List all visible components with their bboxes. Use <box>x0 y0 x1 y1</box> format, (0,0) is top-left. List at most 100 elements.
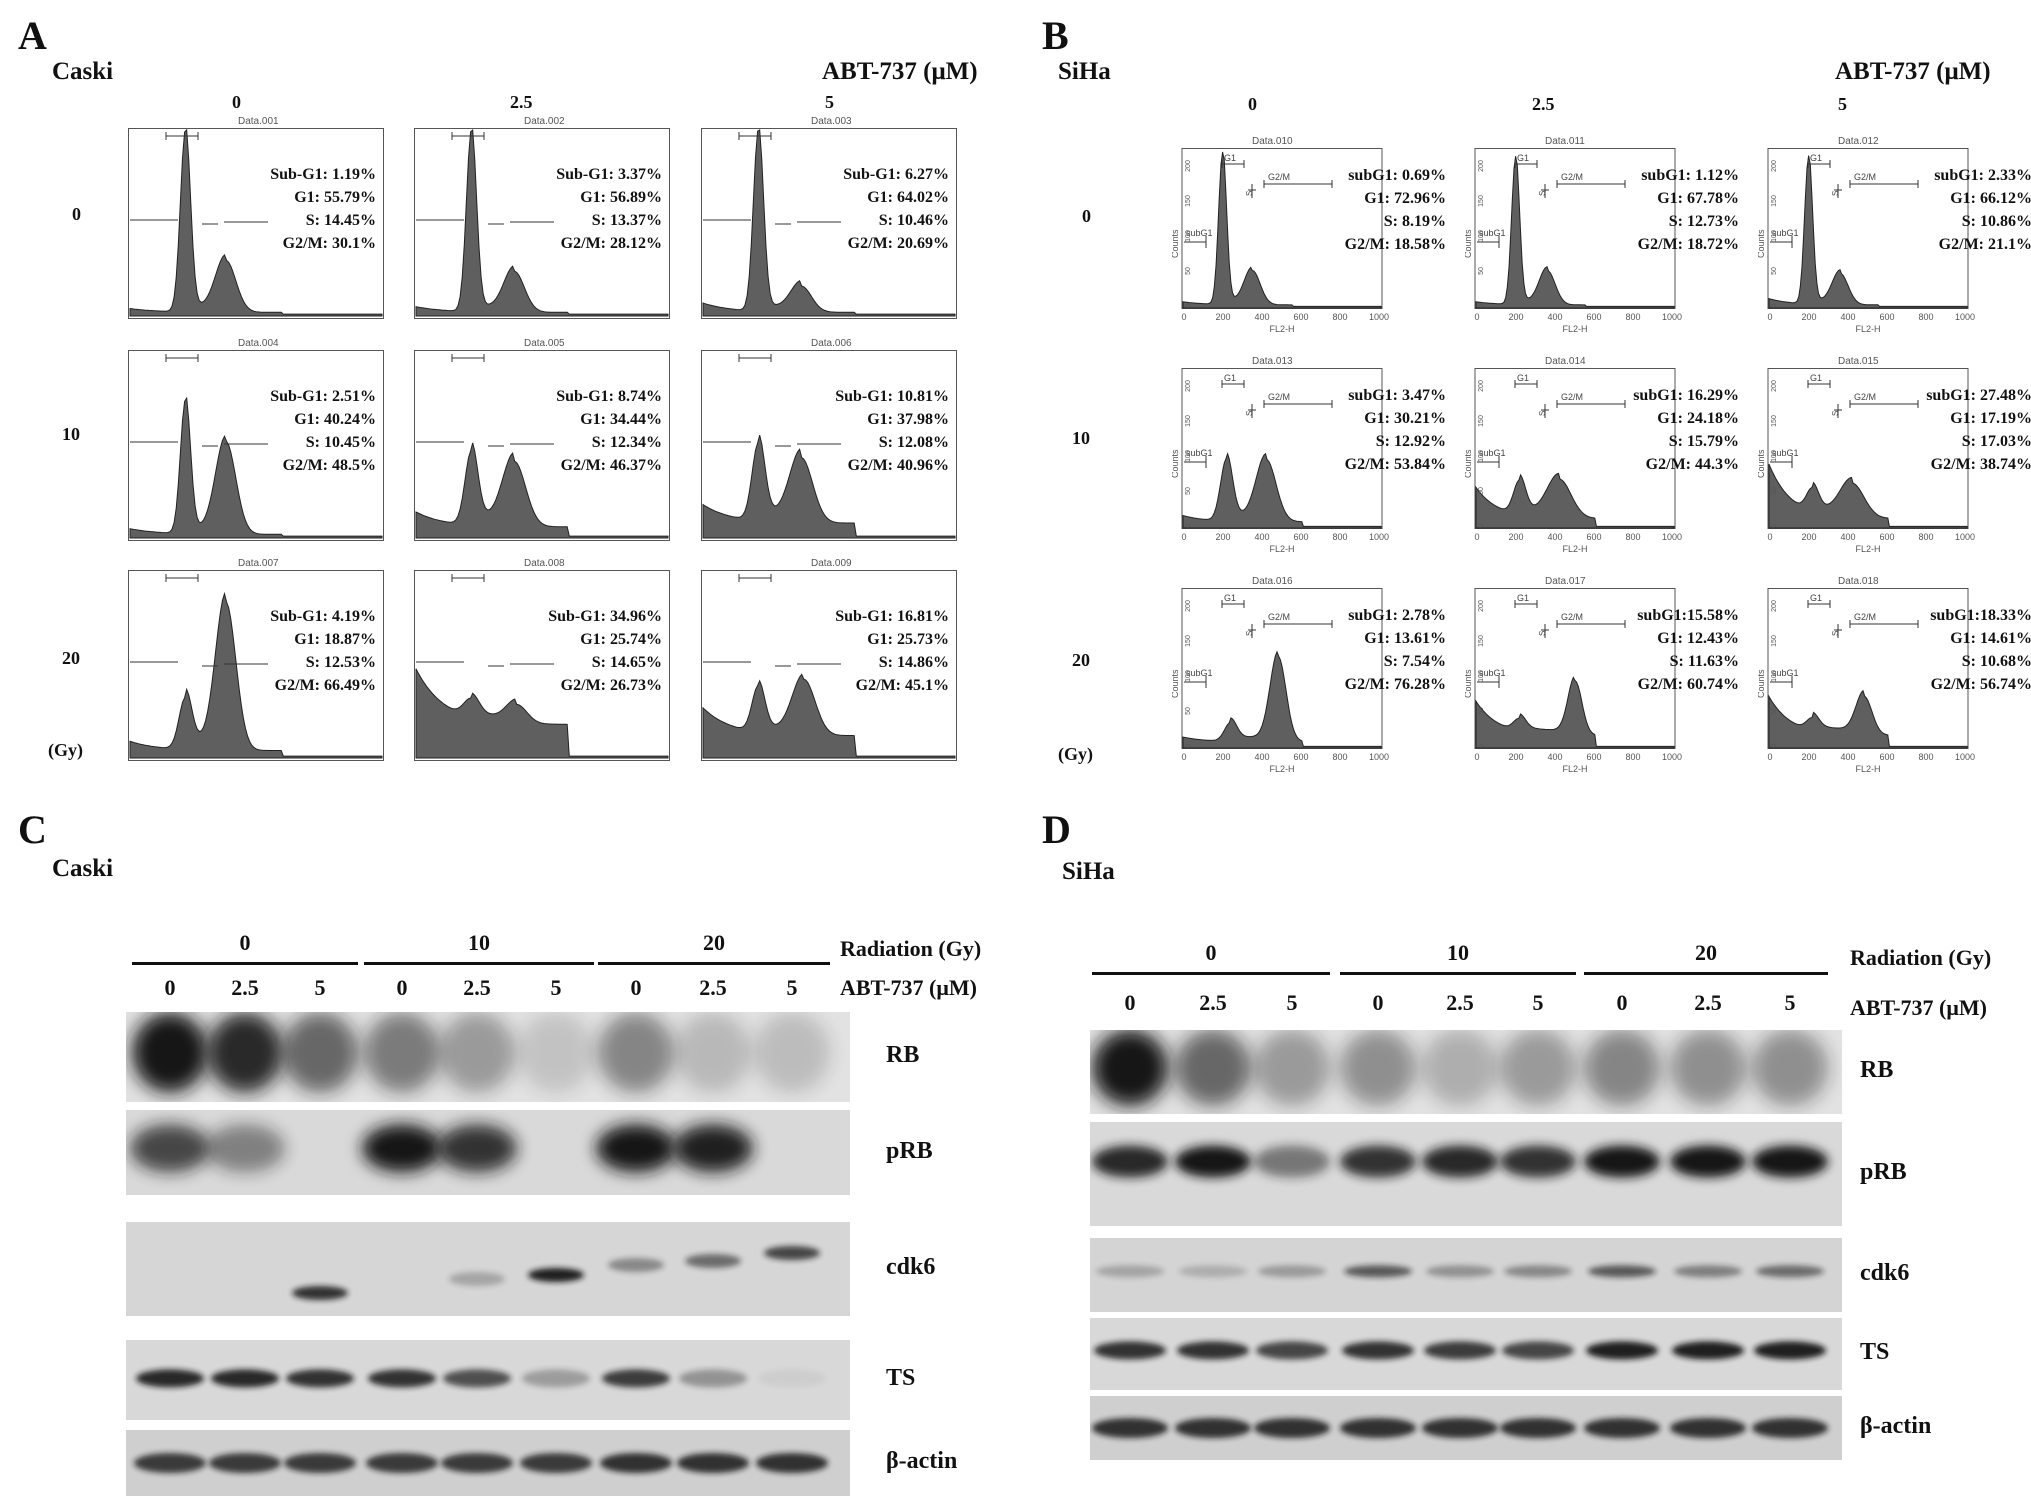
stat-line: subG1: 2.33% <box>1934 167 2031 184</box>
histogram-stats: subG1: 2.33% G1: 66.12% S: 10.86% G2/M: 21.… <box>1934 164 2031 256</box>
blot-strip <box>1090 1122 1842 1226</box>
dose-label: 5 <box>1286 990 1298 1015</box>
gate-label-g2m: G2/M <box>1268 172 1290 182</box>
histogram-title: Data.004 <box>238 338 279 349</box>
gate-label-subg1: subG1 <box>1772 228 1799 238</box>
stat-line: G1: 64.02% <box>867 189 949 206</box>
panel-a-col-header-2: 2.5 <box>510 92 533 112</box>
histogram-stats: Sub-G1: 1.19% G1: 55.79% S: 14.45% G2/M: 30… <box>270 163 376 255</box>
protein-band <box>608 1258 664 1272</box>
stat-line: G1: 34.44% <box>580 411 662 428</box>
panel-a-row-header-1: 0 <box>72 204 81 224</box>
protein-label: TS <box>886 1365 916 1391</box>
blot-strip <box>1090 1318 1842 1390</box>
stat-line: G1: 12.43% <box>1657 630 1739 647</box>
stat-line: S: 15.79% <box>1668 433 1739 450</box>
gate-label-subg1: subG1 <box>1479 448 1506 458</box>
dose-label: 0 <box>1124 990 1136 1015</box>
stat-line: Sub-G1: 2.51% <box>270 388 376 405</box>
radiation-group-label: 0 <box>239 930 251 955</box>
stat-line: Sub-G1: 3.37% <box>556 166 662 183</box>
protein-band <box>209 1453 281 1473</box>
protein-band <box>362 1124 442 1173</box>
protein-band <box>134 1453 206 1473</box>
y-tick-label: 50 <box>1771 267 1778 275</box>
protein-band <box>1175 1030 1251 1106</box>
stat-line: G1: 67.78% <box>1657 190 1739 207</box>
x-tick-label: 200 <box>1508 312 1523 322</box>
protein-band <box>1175 1418 1251 1438</box>
protein-band <box>756 1453 828 1473</box>
blot-strip <box>126 1012 850 1102</box>
gate-label-s: S <box>1831 631 1840 636</box>
panel-b-col-header-1: 0 <box>1248 94 1257 114</box>
radiation-group-label: 20 <box>703 930 725 955</box>
protein-label: cdk6 <box>1860 1260 1910 1286</box>
protein-band <box>1342 1341 1414 1360</box>
x-tick-label: 200 <box>1801 532 1816 542</box>
protein-band <box>1422 1030 1498 1106</box>
stat-line: subG1: 1.12% <box>1641 167 1739 184</box>
stat-line: G1: 24.18% <box>1657 410 1739 427</box>
stat-line: S: 10.68% <box>1961 653 2031 670</box>
histogram-title: Data.013 <box>1252 356 1293 367</box>
stat-line: G1: 56.89% <box>580 189 662 206</box>
x-tick-label: 200 <box>1801 312 1816 322</box>
gate-label-subg1: subG1 <box>1186 668 1213 678</box>
x-tick-label: 600 <box>1586 532 1601 542</box>
stat-line: subG1: 16.29% <box>1633 387 1739 404</box>
panel-b-row-header-3: 20 <box>1072 650 1090 670</box>
radiation-group-bar <box>364 962 594 965</box>
protein-band <box>518 1012 594 1093</box>
radiation-group-bar <box>1340 972 1576 975</box>
protein-band <box>1258 1265 1326 1278</box>
dose-label: 0 <box>1616 990 1628 1015</box>
protein-label: TS <box>1860 1339 1890 1365</box>
protein-band <box>1092 1418 1168 1438</box>
y-tick-label: 0 <box>1478 524 1485 528</box>
panel-b-row-header-2: 10 <box>1072 428 1090 448</box>
protein-band <box>1179 1265 1247 1278</box>
y-axis-label: Counts <box>1172 229 1180 258</box>
x-tick-label: 0 <box>1474 312 1479 322</box>
protein-band <box>1092 1145 1168 1178</box>
y-tick-label: 0 <box>1185 744 1192 748</box>
panel-b-letter: B <box>1042 13 1069 58</box>
protein-band <box>1175 1145 1251 1178</box>
x-tick-label: 200 <box>1508 752 1523 762</box>
panel-a-cell-line: Caski <box>52 58 114 85</box>
radiation-group-label: 10 <box>1447 940 1469 965</box>
stat-line: Sub-G1: 1.19% <box>270 166 376 183</box>
stat-line: S: 10.46% <box>878 212 949 229</box>
y-tick-label: 50 <box>1185 707 1192 715</box>
histogram-plot <box>128 350 384 541</box>
x-tick-label: 0 <box>1181 532 1186 542</box>
x-axis-label: FL2-H <box>1562 324 1587 334</box>
protein-band <box>1752 1418 1828 1438</box>
gate-label-subg1: subG1 <box>1479 228 1506 238</box>
stat-line: G2/M: 53.84% <box>1344 456 1446 473</box>
protein-band <box>1422 1418 1498 1438</box>
x-tick-label: 0 <box>1181 752 1186 762</box>
x-tick-label: 0 <box>1181 312 1186 322</box>
histogram-stats: Sub-G1: 10.81% G1: 37.98% S: 12.08% G2/M: 4… <box>835 385 949 477</box>
x-tick-label: 800 <box>1918 312 1933 322</box>
stat-line: Sub-G1: 34.96% <box>548 608 662 625</box>
protein-band <box>136 1369 204 1388</box>
protein-band <box>1752 1145 1828 1178</box>
y-tick-label: 200 <box>1185 600 1192 612</box>
protein-band <box>1096 1265 1164 1278</box>
stat-line: G2/M: 38.74% <box>1930 456 2031 473</box>
stat-line: S: 12.34% <box>591 434 662 451</box>
stat-line: S: 7.54% <box>1383 653 1446 670</box>
x-tick-label: 400 <box>1254 752 1269 762</box>
histogram-stats: subG1: 1.12% G1: 67.78% S: 12.73% G2/M: 18.… <box>1638 164 1739 256</box>
stat-line: S: 12.73% <box>1668 213 1739 230</box>
stat-line: S: 12.53% <box>305 654 376 671</box>
protein-band <box>368 1369 436 1388</box>
dose-label: 0 <box>1372 990 1384 1015</box>
stat-line: G2/M: 40.96% <box>847 457 949 474</box>
